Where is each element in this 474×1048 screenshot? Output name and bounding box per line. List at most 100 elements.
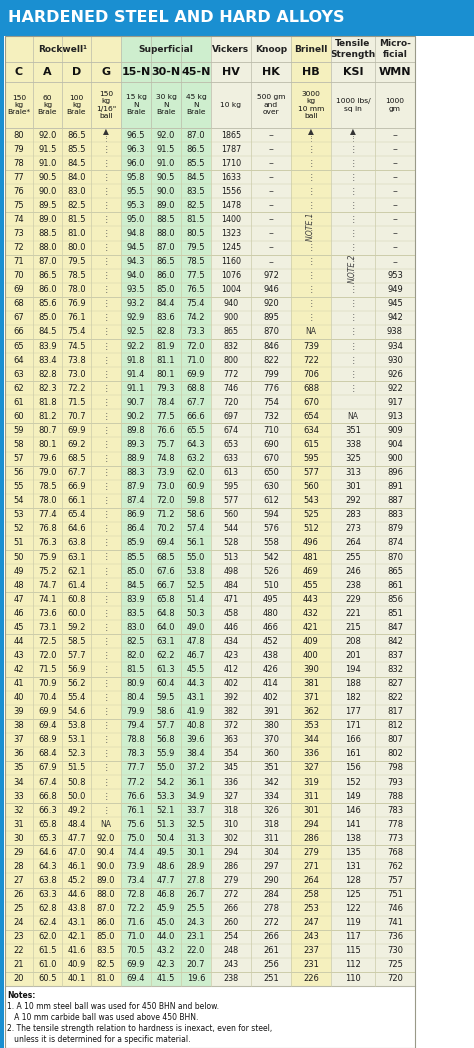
Bar (291, 831, 331, 846)
Text: 909: 909 (387, 425, 403, 435)
Text: 266: 266 (223, 904, 238, 913)
Bar (181, 353, 211, 367)
Bar (151, 494, 181, 508)
Text: 63.8: 63.8 (38, 876, 57, 885)
Bar (62, 578, 91, 592)
Text: 272: 272 (223, 890, 239, 899)
Bar (33, 691, 62, 704)
Bar (251, 198, 291, 213)
Text: NOTE 1: NOTE 1 (307, 212, 316, 241)
Text: ⋮: ⋮ (102, 791, 110, 801)
Bar (5, 846, 33, 859)
Text: 87.4: 87.4 (127, 497, 146, 505)
Text: 221: 221 (345, 609, 361, 617)
Text: ⋮: ⋮ (102, 764, 110, 772)
Text: 84.5: 84.5 (38, 327, 57, 336)
Text: 400: 400 (303, 651, 319, 660)
Bar (211, 901, 251, 916)
Bar (62, 592, 91, 606)
Bar (62, 198, 91, 213)
Text: 201: 201 (345, 651, 361, 660)
Text: 91.5: 91.5 (38, 145, 57, 154)
Text: 74.8: 74.8 (157, 454, 175, 463)
Bar (33, 733, 62, 747)
Bar (151, 634, 181, 649)
Bar (33, 395, 62, 410)
Bar (251, 846, 291, 859)
Bar (33, 156, 62, 170)
Bar (33, 268, 62, 283)
Text: ⋮: ⋮ (349, 145, 357, 154)
Text: 67.9: 67.9 (38, 764, 57, 772)
Text: 63.3: 63.3 (38, 890, 57, 899)
Bar (181, 901, 211, 916)
Text: 91.4: 91.4 (127, 370, 145, 378)
Text: ⋮: ⋮ (102, 637, 110, 646)
Text: 85.0: 85.0 (97, 933, 115, 941)
Text: 42: 42 (14, 665, 24, 674)
Text: 261: 261 (263, 946, 279, 956)
Text: 900: 900 (387, 454, 403, 463)
Bar (33, 578, 62, 592)
Bar (211, 873, 251, 888)
Bar (181, 930, 211, 944)
Bar (375, 620, 415, 634)
Text: 51.3: 51.3 (157, 820, 175, 829)
Bar (211, 283, 251, 297)
Text: 32.5: 32.5 (187, 820, 205, 829)
Bar (91, 789, 121, 803)
Bar (5, 452, 33, 465)
Bar (251, 170, 291, 184)
Text: 799: 799 (263, 370, 279, 378)
Text: 3000
kg
10 mm
ball: 3000 kg 10 mm ball (298, 91, 324, 119)
Bar (211, 789, 251, 803)
Bar (251, 184, 291, 198)
Bar (33, 776, 62, 789)
Text: 73.4: 73.4 (127, 876, 146, 885)
Bar (121, 213, 151, 226)
Text: 82.3: 82.3 (38, 384, 57, 393)
Bar (5, 901, 33, 916)
Bar (251, 311, 291, 325)
Text: 82.5: 82.5 (127, 637, 145, 646)
Bar (33, 592, 62, 606)
Bar (91, 494, 121, 508)
Bar (33, 226, 62, 241)
Bar (151, 606, 181, 620)
Bar (251, 381, 291, 395)
Text: 49.2: 49.2 (67, 806, 86, 814)
Text: 66.3: 66.3 (38, 806, 57, 814)
Text: ⋮: ⋮ (102, 215, 110, 224)
Bar (251, 677, 291, 691)
Text: ⋮: ⋮ (307, 201, 315, 210)
Text: 95.0: 95.0 (127, 215, 145, 224)
Text: ⋮: ⋮ (349, 215, 357, 224)
Bar (291, 62, 331, 82)
Text: 90.4: 90.4 (97, 848, 115, 857)
Text: 336: 336 (303, 749, 319, 759)
Text: 62.1: 62.1 (67, 567, 86, 575)
Bar (5, 353, 33, 367)
Bar (91, 395, 121, 410)
Bar (151, 395, 181, 410)
Text: 720: 720 (387, 975, 403, 983)
Bar (375, 719, 415, 733)
Text: 802: 802 (387, 749, 403, 759)
Text: 754: 754 (263, 398, 279, 407)
Text: 615: 615 (303, 440, 319, 449)
Text: 75.6: 75.6 (127, 820, 146, 829)
Bar (181, 297, 211, 311)
Bar (331, 789, 375, 803)
Text: 34.9: 34.9 (187, 791, 205, 801)
Bar (5, 184, 33, 198)
Text: 95.3: 95.3 (127, 201, 145, 210)
Bar (211, 381, 251, 395)
Bar (291, 241, 331, 255)
Bar (91, 691, 121, 704)
Bar (375, 353, 415, 367)
Bar (181, 226, 211, 241)
Bar (251, 62, 291, 82)
Text: Superficial: Superficial (138, 44, 193, 53)
Text: 670: 670 (263, 454, 279, 463)
Bar (151, 381, 181, 395)
